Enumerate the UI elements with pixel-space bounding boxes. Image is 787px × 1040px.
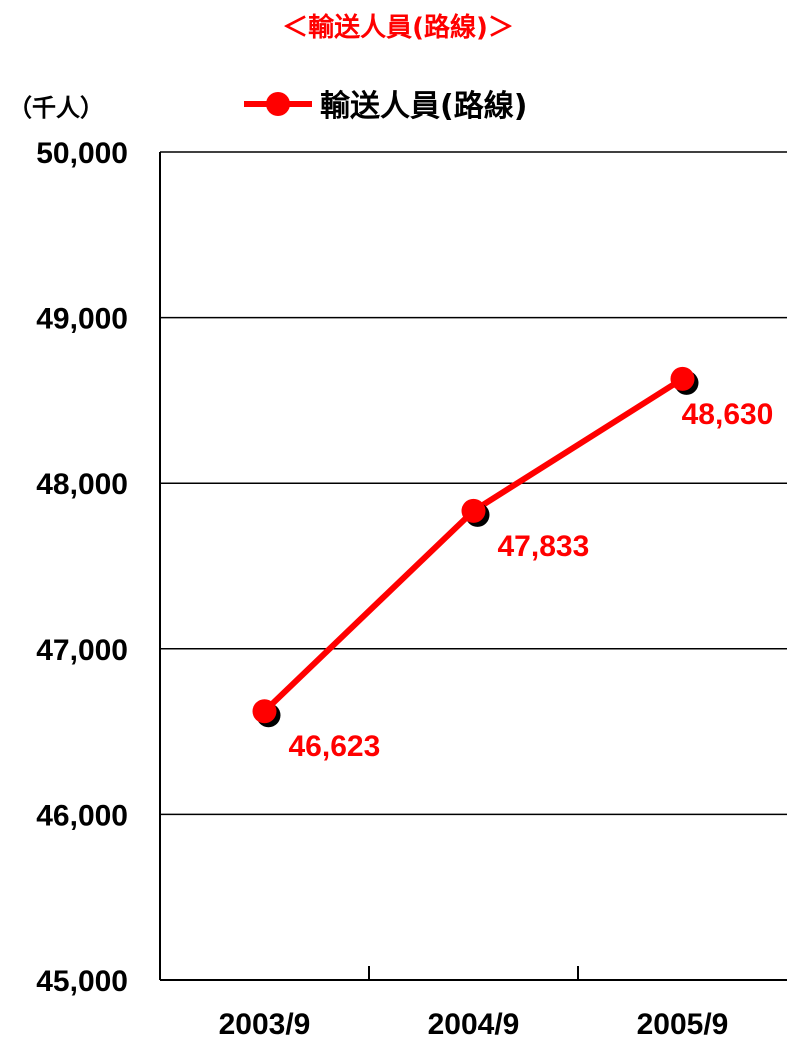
y-tick-label: 48,000 <box>36 468 128 501</box>
y-tick-label: 46,000 <box>36 799 128 832</box>
y-tick-label: 47,000 <box>36 634 128 667</box>
series-line <box>262 376 685 714</box>
data-label: 48,630 <box>682 398 774 431</box>
x-tick-labels: 2003/9 2004/9 2005/9 <box>219 1008 729 1040</box>
chart-title: ＜輸送人員(路線)＞ <box>282 12 514 43</box>
data-labels: 46,623 47,833 48,630 <box>289 398 774 763</box>
series-points <box>252 366 699 728</box>
x-tick-label: 2004/9 <box>428 1008 520 1040</box>
y-tick-label: 50,000 <box>36 137 128 170</box>
y-tick-label: 45,000 <box>36 965 128 998</box>
data-label: 46,623 <box>289 730 381 763</box>
legend: 輸送人員(路線) <box>244 89 527 124</box>
data-point <box>252 699 277 724</box>
series-line-group <box>262 376 685 714</box>
grid-lines <box>160 151 787 981</box>
y-tick-label: 49,000 <box>36 303 128 336</box>
legend-label: 輸送人員(路線) <box>320 89 527 124</box>
unit-label: （千人） <box>8 94 104 122</box>
data-point <box>461 498 486 523</box>
data-label: 47,833 <box>498 530 590 563</box>
legend-marker <box>266 92 290 116</box>
axes <box>159 152 787 981</box>
x-tick-label: 2003/9 <box>219 1008 311 1040</box>
x-tick-label: 2005/9 <box>637 1008 729 1040</box>
data-point <box>670 366 695 391</box>
y-tick-labels: 45,000 46,000 47,000 48,000 49,000 50,000 <box>36 137 128 998</box>
